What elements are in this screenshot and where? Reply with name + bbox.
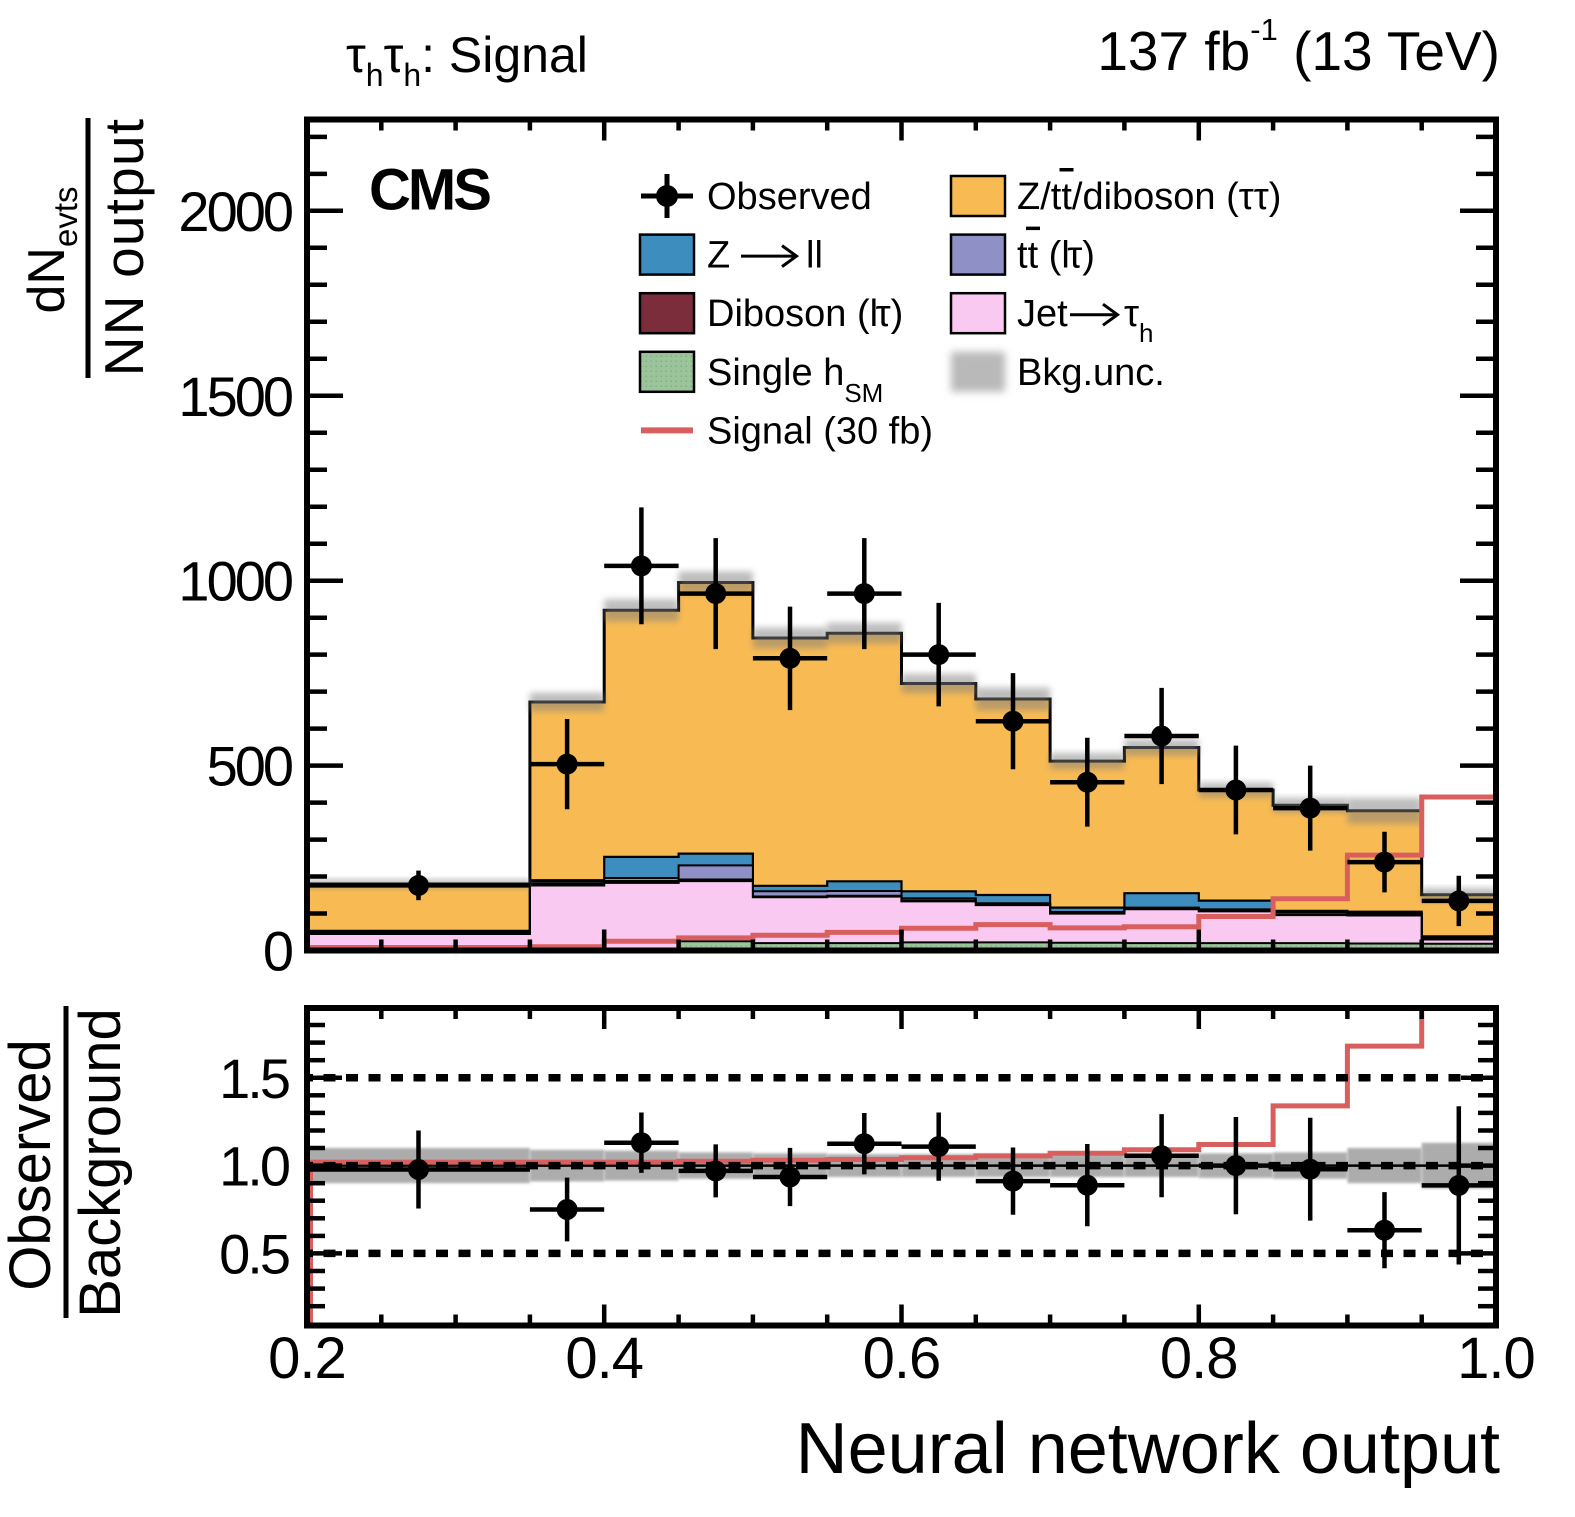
svg-text:0.5: 0.5 xyxy=(219,1222,289,1285)
svg-text:NN output: NN output xyxy=(93,118,155,376)
svg-text:1.0: 1.0 xyxy=(1457,1326,1535,1391)
svg-text:CMS: CMS xyxy=(369,158,490,223)
svg-text:137 fb-1 (13 TeV): 137 fb-1 (13 TeV) xyxy=(1097,12,1500,82)
svg-text:dNevts: dNevts xyxy=(18,186,84,313)
svg-text:1.5: 1.5 xyxy=(219,1047,289,1110)
svg-text:Diboson (lτ): Diboson (lτ) xyxy=(707,293,903,335)
svg-text:Signal (30 fb): Signal (30 fb) xyxy=(707,410,933,452)
svg-text:τhτh: Signal: τhτh: Signal xyxy=(346,27,588,93)
svg-text:Z: Z xyxy=(707,235,730,277)
svg-text:2000: 2000 xyxy=(178,180,291,243)
svg-text:0: 0 xyxy=(263,920,292,983)
svg-text:0.8: 0.8 xyxy=(1160,1326,1238,1391)
svg-text:tt (lτ): tt (lτ) xyxy=(1017,235,1095,277)
svg-text:0.6: 0.6 xyxy=(863,1326,941,1391)
svg-text:1500: 1500 xyxy=(178,365,291,428)
svg-text:500: 500 xyxy=(207,735,292,798)
svg-text:0.4: 0.4 xyxy=(565,1326,643,1391)
svg-text:1.0: 1.0 xyxy=(219,1135,289,1198)
svg-text:Z/tt/diboson (ττ): Z/tt/diboson (ττ) xyxy=(1017,176,1281,218)
svg-text:Observed: Observed xyxy=(707,176,872,218)
svg-text:ll: ll xyxy=(806,235,823,277)
svg-text:Bkg.unc.: Bkg.unc. xyxy=(1017,352,1165,394)
svg-text:Background: Background xyxy=(68,1008,133,1318)
svg-text:Neural network output: Neural network output xyxy=(796,1409,1500,1489)
svg-text:Jet: Jet xyxy=(1017,293,1068,335)
svg-text:1000: 1000 xyxy=(178,550,291,613)
svg-text:Observed: Observed xyxy=(0,1039,63,1290)
svg-text:0.2: 0.2 xyxy=(268,1326,346,1391)
